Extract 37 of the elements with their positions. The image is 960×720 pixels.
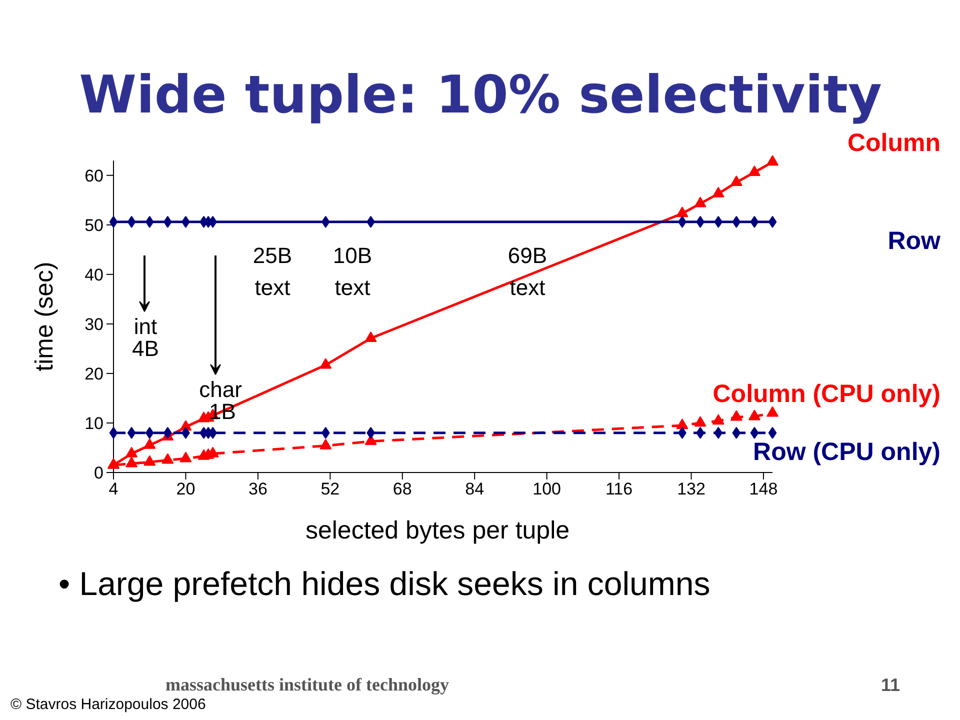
y-tick-label: 50 <box>84 216 104 235</box>
x-tick-label: 84 <box>465 480 484 498</box>
annotation: 10B <box>332 243 372 268</box>
text: © Stavros Harizopoulos 2006 <box>10 696 206 713</box>
text: 11 <box>880 675 900 695</box>
annotation: text <box>334 275 370 300</box>
series-label: Row (CPU only) <box>753 438 941 466</box>
annotation: int <box>134 314 158 339</box>
x-tick-label: 100 <box>532 480 562 498</box>
text: • Large prefetch hides disk seeks in columns <box>58 565 710 602</box>
x-tick-label: 52 <box>320 480 340 498</box>
y-tick-label: 0 <box>94 464 104 482</box>
y-tick-label: 10 <box>84 414 104 433</box>
annotation: text <box>254 275 290 300</box>
series-label: Column (CPU only) <box>712 380 941 408</box>
x-tick-label: 36 <box>248 480 268 498</box>
x-tick-label: 148 <box>749 480 778 498</box>
y-axis-title: time (sec) <box>30 262 58 372</box>
text: massachusetts institute of technology <box>166 674 449 694</box>
annotation: text <box>510 275 546 300</box>
annotation: 25B <box>252 243 292 268</box>
chart-title: Wide tuple: 10% selectivity <box>79 66 882 126</box>
x-tick-label: 20 <box>176 480 196 498</box>
annotation: 69B <box>508 243 548 268</box>
y-tick-label: 30 <box>84 314 104 334</box>
text: Row <box>888 226 942 255</box>
x-tick-label: 68 <box>392 480 412 498</box>
y-tick-label: 40 <box>84 265 104 284</box>
x-tick-label: 4 <box>108 480 118 498</box>
y-tick-label: 60 <box>84 166 104 186</box>
annotation: char <box>199 377 242 402</box>
text: Column <box>847 128 941 157</box>
annotation: 4B <box>132 336 159 361</box>
x-tick-label: 116 <box>605 480 633 498</box>
y-tick-label: 20 <box>84 364 104 384</box>
x-axis-title: selected bytes per tuple <box>305 516 570 544</box>
x-tick-label: 132 <box>677 480 706 498</box>
